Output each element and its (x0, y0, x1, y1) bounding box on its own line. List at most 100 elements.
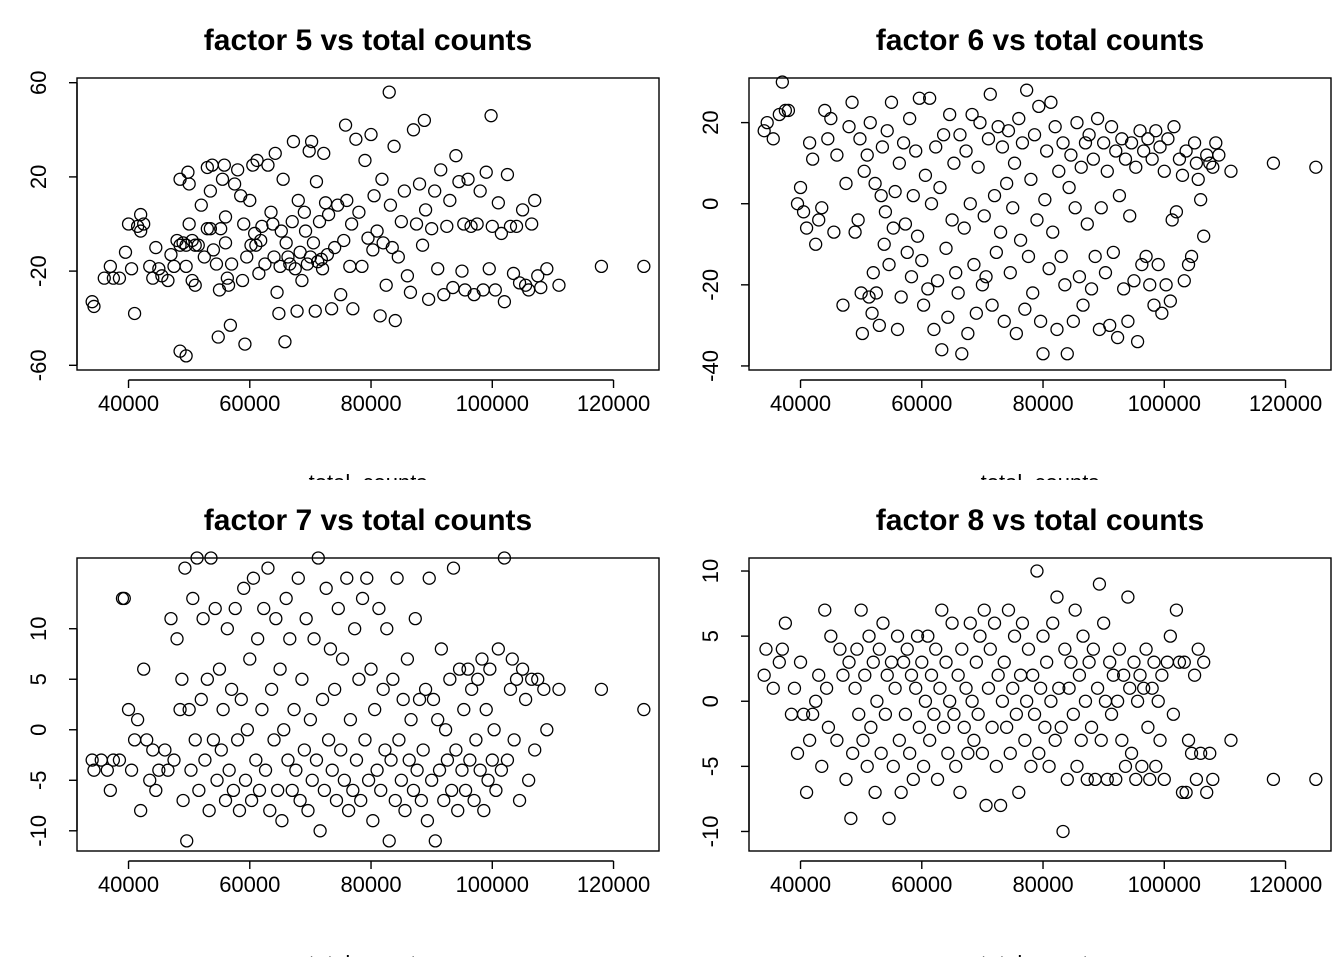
data-point (361, 773, 376, 787)
x-tick-label: 80000 (340, 391, 401, 416)
data-point (930, 772, 945, 787)
data-point (1042, 759, 1056, 774)
data-point (844, 811, 858, 826)
data-point (343, 259, 357, 274)
y-tick-label: 20 (26, 165, 51, 189)
data-point (137, 662, 151, 676)
data-point (1161, 132, 1175, 146)
data-point (334, 287, 348, 302)
data-point (293, 793, 307, 808)
data-point (170, 632, 184, 646)
data-point (178, 561, 192, 575)
data-point (1009, 326, 1024, 341)
data-point (637, 702, 651, 717)
factor-8-panel: factor 8 vs total counts 40000 60000 80000 1… (698, 504, 1332, 957)
data-point (903, 746, 917, 760)
data-point (872, 318, 886, 333)
data-point (894, 290, 908, 304)
data-point (446, 561, 461, 575)
data-point (890, 629, 905, 643)
data-point (269, 611, 283, 626)
y-tick-label: 0 (698, 198, 723, 210)
data-point (983, 642, 997, 656)
data-point (477, 803, 491, 818)
data-point (240, 723, 255, 737)
data-point (214, 222, 228, 236)
data-point (134, 803, 148, 818)
data-point (842, 120, 856, 134)
data-point (300, 257, 315, 271)
data-point (367, 189, 381, 203)
data-point (340, 571, 354, 585)
data-point (961, 746, 975, 760)
data-point (991, 668, 1005, 682)
data-point (382, 834, 396, 848)
data-point (388, 793, 402, 808)
data-point (1117, 282, 1131, 296)
data-point (87, 763, 101, 777)
data-point (277, 723, 291, 737)
data-point (334, 743, 348, 757)
data-point (403, 285, 418, 299)
data-point (1100, 772, 1114, 787)
data-point (522, 773, 536, 787)
data-point (208, 601, 222, 616)
data-point (1189, 772, 1204, 787)
data-point (346, 783, 360, 798)
data-point (1200, 148, 1214, 162)
data-point (341, 803, 356, 818)
data-point (270, 285, 284, 299)
data-point (989, 759, 1003, 774)
data-point (836, 298, 850, 312)
factor-7-panel: factor 7 vs total counts 40000 60000 80000 1… (26, 504, 660, 957)
data-point (489, 783, 503, 798)
data-point (1052, 681, 1066, 695)
data-point (143, 773, 157, 787)
data-point (977, 209, 991, 223)
data-point (851, 213, 865, 227)
factor-5-title: factor 5 vs total counts (204, 24, 532, 57)
data-point (1040, 655, 1054, 669)
data-point (421, 292, 436, 307)
data-point (1080, 217, 1094, 231)
data-point (1118, 759, 1133, 774)
data-point (328, 240, 342, 255)
data-point (303, 713, 318, 727)
x-tick-label: 120000 (577, 872, 650, 897)
factor-5-y-axis: -60 -20 20 60 (26, 70, 78, 381)
data-point (876, 616, 890, 630)
data-point (188, 278, 202, 292)
data-point (487, 723, 501, 737)
data-point (894, 785, 908, 800)
data-point (1076, 298, 1090, 312)
data-point (238, 337, 252, 351)
data-point (1068, 603, 1082, 617)
data-point (1200, 785, 1214, 800)
data-point (806, 152, 820, 166)
data-point (997, 314, 1011, 328)
data-point (164, 247, 178, 262)
data-point (1044, 95, 1058, 109)
data-point (1181, 257, 1196, 272)
data-point (100, 763, 114, 777)
data-point (283, 632, 297, 646)
data-point (815, 201, 829, 215)
data-point (943, 107, 957, 122)
data-point (190, 551, 204, 565)
factor-6-x-axis: 40000 60000 80000 100000 120000 (770, 379, 1322, 416)
data-point (868, 785, 882, 800)
data-point (106, 271, 121, 285)
data-point (865, 306, 879, 320)
data-point (464, 219, 478, 234)
x-tick-label: 40000 (770, 391, 831, 416)
data-point (1266, 156, 1281, 170)
data-point (886, 759, 900, 774)
data-point (1124, 746, 1139, 760)
data-point (975, 278, 990, 292)
data-point (1209, 136, 1223, 150)
data-point (344, 217, 359, 231)
data-point (244, 793, 259, 808)
data-point (1082, 128, 1096, 142)
data-point (158, 743, 172, 757)
factor-8-points (757, 564, 1323, 839)
